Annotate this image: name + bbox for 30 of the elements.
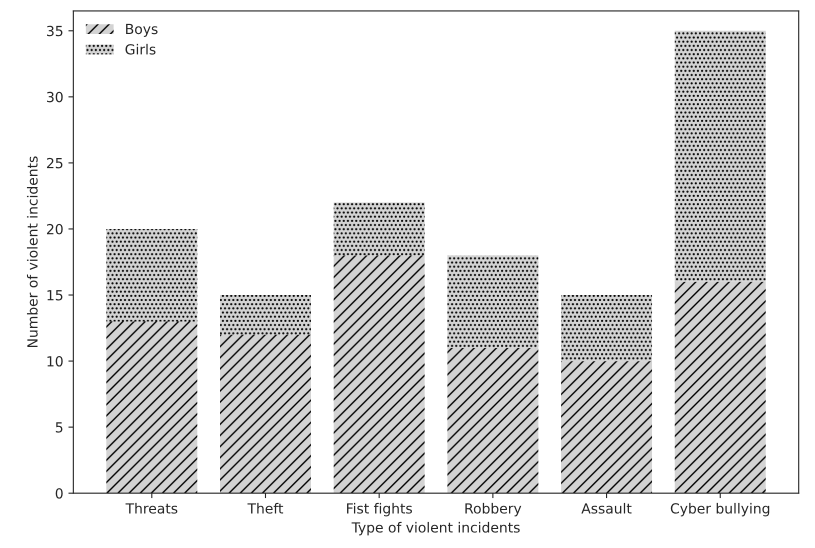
bar (561, 295, 652, 362)
y-tick-label: 25 (46, 158, 62, 168)
y-tick-label: 30 (47, 92, 63, 102)
y-tick-label: 15 (47, 290, 62, 300)
bar (220, 334, 311, 494)
bar (106, 228, 198, 322)
legend-label: Girls (126, 44, 156, 55)
bar (106, 321, 198, 494)
y-tick-label: 10 (47, 356, 63, 367)
bar (447, 348, 538, 494)
bar (334, 255, 425, 494)
y-tick-label: 35 (47, 26, 62, 36)
bar (447, 255, 538, 348)
x-tick-label: Threats (126, 502, 178, 514)
y-tick-label: 20 (46, 224, 63, 234)
y-tick-label: 5 (56, 422, 62, 433)
bar (561, 361, 652, 494)
x-tick-label: Theft (247, 502, 284, 514)
bar (674, 282, 766, 494)
x-tick-label: Robbery (465, 502, 522, 516)
bar (674, 30, 766, 282)
y-axis-title: Number of violent incidents (26, 156, 38, 348)
bar (220, 295, 311, 335)
bar (334, 202, 425, 256)
y-tick-label: 0 (56, 488, 63, 499)
x-axis-title: Type of violent incidents (352, 522, 520, 536)
x-tick-label: Assault (581, 502, 632, 514)
legend-label: Boys (126, 24, 158, 37)
x-tick-label: Cyber bullying (670, 502, 770, 516)
x-tick-label: Fist fights (347, 502, 412, 516)
